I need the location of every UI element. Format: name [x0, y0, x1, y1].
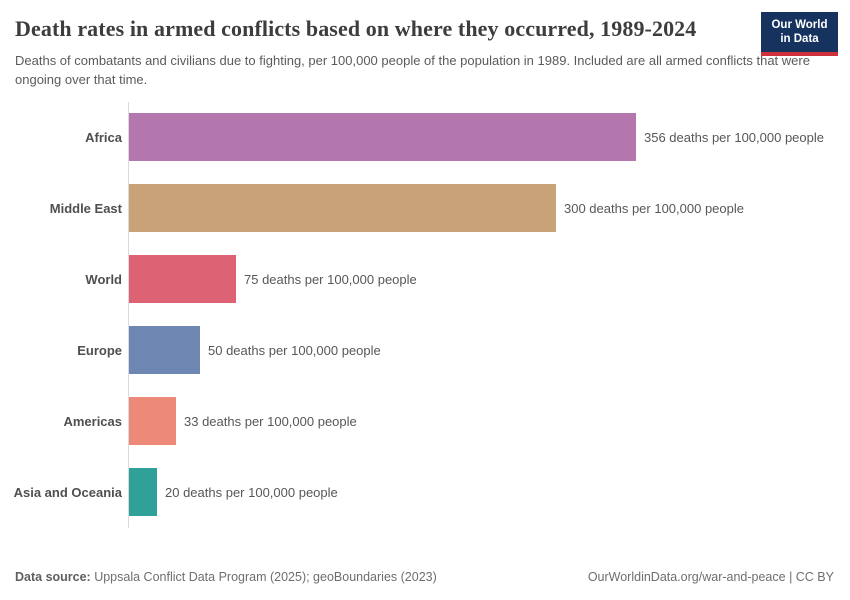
chart-row: Asia and Oceania 20 deaths per 100,000 p…: [0, 456, 850, 528]
chart-footer: Data source: Uppsala Conflict Data Progr…: [0, 570, 850, 600]
category-label: Europe: [77, 342, 122, 358]
value-label: 20 deaths per 100,000 people: [165, 484, 338, 500]
data-source-label: Data source:: [15, 570, 91, 584]
data-source-text: Uppsala Conflict Data Program (2025); ge…: [90, 570, 437, 584]
chart-rows: Africa 356 deaths per 100,000 people Mid…: [0, 101, 850, 528]
chart-subtitle: Deaths of combatants and civilians due t…: [15, 53, 810, 87]
bar-chart: Africa 356 deaths per 100,000 people Mid…: [0, 101, 850, 570]
value-label: 75 deaths per 100,000 people: [244, 271, 417, 287]
bar-area: 50 deaths per 100,000 people: [128, 314, 850, 386]
bar[interactable]: [129, 326, 200, 375]
chart-title: Death rates in armed conflicts based on …: [15, 16, 697, 41]
category-label: Africa: [85, 129, 122, 145]
bar-area: 75 deaths per 100,000 people: [128, 243, 850, 315]
bar-area: 356 deaths per 100,000 people: [128, 101, 850, 173]
value-label: 356 deaths per 100,000 people: [644, 129, 824, 145]
value-label: 300 deaths per 100,000 people: [564, 200, 744, 216]
chart-row: Americas 33 deaths per 100,000 people: [0, 385, 850, 457]
bar[interactable]: [129, 468, 157, 517]
bar-area: 33 deaths per 100,000 people: [128, 385, 850, 457]
value-label: 33 deaths per 100,000 people: [184, 413, 357, 429]
chart-row: Africa 356 deaths per 100,000 people: [0, 101, 850, 173]
data-source-note: Data source: Uppsala Conflict Data Progr…: [15, 570, 437, 584]
category-label: Americas: [63, 413, 122, 429]
bar[interactable]: [129, 184, 556, 233]
category-label: Middle East: [49, 200, 122, 216]
bar-area: 300 deaths per 100,000 people: [128, 172, 850, 244]
bar-area: 20 deaths per 100,000 people: [128, 456, 850, 528]
bar[interactable]: [129, 113, 636, 162]
bar[interactable]: [129, 255, 236, 304]
value-label: 50 deaths per 100,000 people: [208, 342, 381, 358]
chart-row: World 75 deaths per 100,000 people: [0, 243, 850, 315]
license-note: OurWorldinData.org/war-and-peace | CC BY: [587, 570, 834, 584]
category-label: Asia and Oceania: [13, 484, 122, 500]
owid-logo-line2: in Data: [780, 33, 819, 46]
owid-logo-line1: Our World: [771, 19, 828, 31]
chart-header: Death rates in armed conflicts based on …: [0, 0, 850, 90]
bar[interactable]: [129, 397, 176, 446]
owid-logo: Our World in Data: [761, 12, 838, 56]
chart-row: Middle East 300 deaths per 100,000 peopl…: [0, 172, 850, 244]
category-label: World: [85, 271, 122, 287]
chart-row: Europe 50 deaths per 100,000 people: [0, 314, 850, 386]
